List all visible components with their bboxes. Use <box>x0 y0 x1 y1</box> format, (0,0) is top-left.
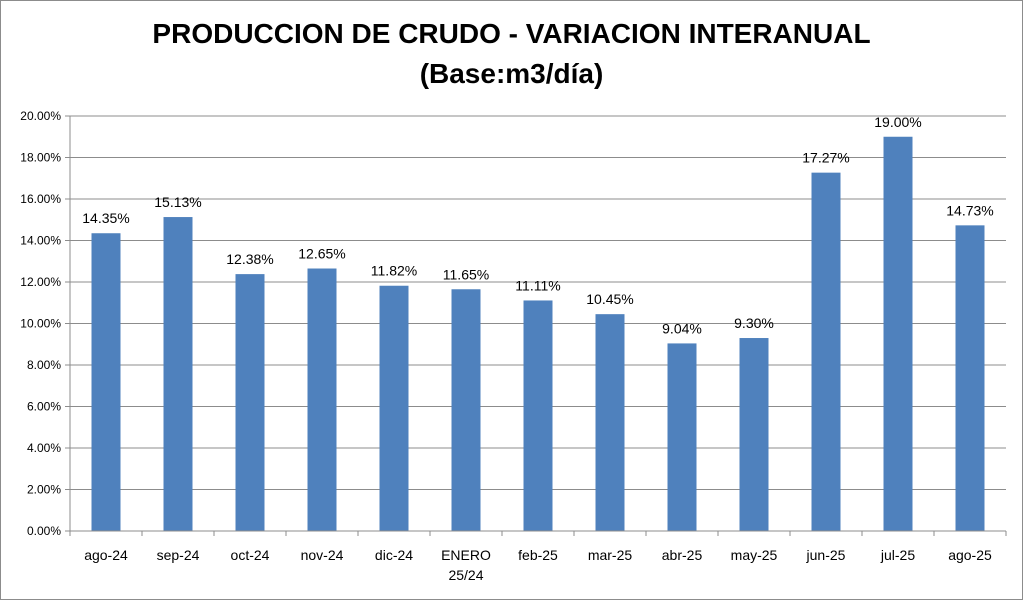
x-tick-label: may-25 <box>731 547 778 563</box>
y-tick-label: 14.00% <box>20 234 61 248</box>
x-tick-label: feb-25 <box>518 547 558 563</box>
x-tick-label: dic-24 <box>375 547 413 563</box>
data-label: 10.45% <box>586 291 633 307</box>
data-label: 19.00% <box>874 114 921 130</box>
y-tick-label: 2.00% <box>27 483 61 497</box>
y-tick-label: 18.00% <box>20 151 61 165</box>
y-tick-label: 4.00% <box>27 441 61 455</box>
data-label: 14.35% <box>82 210 129 226</box>
bar <box>307 268 337 531</box>
x-tick-label: ENERO 25/24 <box>441 547 491 583</box>
data-label: 9.04% <box>662 320 702 336</box>
data-label: 12.65% <box>298 246 345 262</box>
bar <box>451 289 481 531</box>
chart-title: PRODUCCION DE CRUDO - VARIACION INTERANU… <box>152 18 871 49</box>
bar <box>739 338 769 531</box>
data-label: 9.30% <box>734 315 774 331</box>
x-tick-label: mar-25 <box>588 547 633 563</box>
y-tick-label: 20.00% <box>20 109 61 123</box>
chart-subtitle: (Base:m3/día) <box>419 58 604 89</box>
data-label: 11.11% <box>515 277 560 293</box>
x-tick-label: jun-25 <box>806 547 846 563</box>
x-tick-label: oct-24 <box>231 547 270 563</box>
bar <box>955 225 985 532</box>
x-tick-label: abr-25 <box>662 547 703 563</box>
y-tick-label: 12.00% <box>20 275 61 289</box>
x-tick-label: jul-25 <box>880 547 915 563</box>
y-tick-label: 8.00% <box>27 358 61 372</box>
bar <box>883 136 913 531</box>
y-tick-label: 6.00% <box>27 400 61 414</box>
y-tick-label: 16.00% <box>20 192 61 206</box>
bar <box>523 300 553 531</box>
data-label: 15.13% <box>154 194 201 210</box>
bar <box>91 233 121 532</box>
bar <box>163 217 193 532</box>
data-label: 12.38% <box>226 251 273 267</box>
bar <box>379 285 409 531</box>
bar <box>235 274 265 531</box>
bar <box>667 343 697 531</box>
data-label: 11.65% <box>443 266 489 282</box>
x-tick-label: sep-24 <box>157 547 200 563</box>
chart-title-block: PRODUCCION DE CRUDO - VARIACION INTERANU… <box>0 14 1023 94</box>
bar <box>811 172 841 531</box>
data-label: 17.27% <box>802 150 849 166</box>
y-tick-label: 10.00% <box>20 317 61 331</box>
y-tick-label: 0.00% <box>27 524 61 538</box>
x-tick-label: ago-25 <box>948 547 992 563</box>
x-tick-label: ago-24 <box>84 547 128 563</box>
data-label: 14.73% <box>946 202 993 218</box>
x-tick-label: nov-24 <box>301 547 344 563</box>
data-label: 11.82% <box>371 263 417 279</box>
bar <box>595 314 625 531</box>
